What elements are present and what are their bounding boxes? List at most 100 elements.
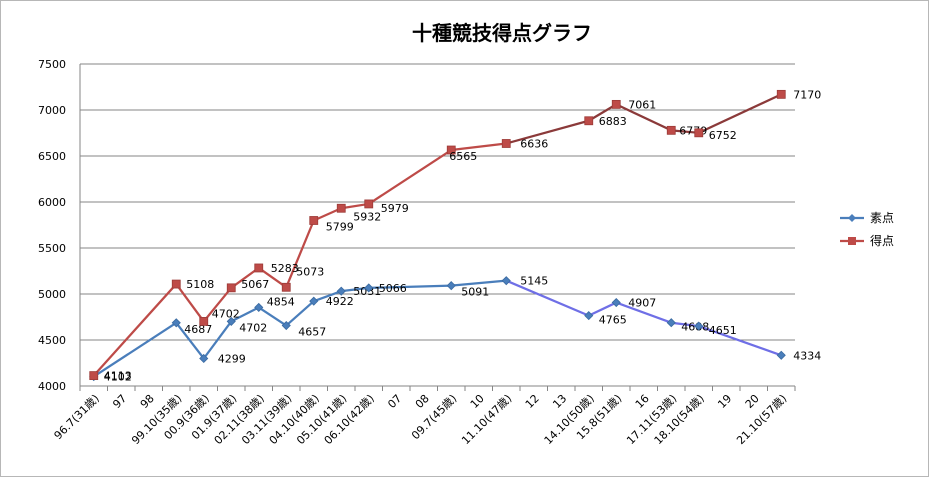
data-label: 4657 — [298, 326, 326, 339]
series-line-tokuten — [340, 202, 370, 210]
x-tick-label: 21.10(57歳) — [734, 392, 789, 447]
data-label: 5031 — [353, 285, 381, 298]
data-point — [171, 279, 181, 289]
data-point — [364, 199, 374, 209]
x-tick-label: 97 — [110, 392, 129, 411]
x-tick-label: 13 — [550, 392, 569, 411]
data-label: 4334 — [793, 349, 821, 362]
data-label: 5066 — [379, 282, 407, 295]
data-label: 4702 — [239, 321, 267, 334]
y-tick-label: 4000 — [38, 380, 66, 393]
x-tick-label: 10 — [468, 392, 487, 411]
data-label: 5091 — [461, 286, 489, 299]
data-label: 4854 — [267, 295, 295, 308]
series-line-soten — [202, 320, 233, 360]
data-point — [309, 216, 319, 225]
data-point — [776, 350, 786, 360]
series-line-tokuten — [367, 148, 453, 206]
series-line-tokuten — [697, 93, 783, 134]
data-label: 6752 — [709, 129, 737, 142]
data-point — [254, 263, 264, 273]
data-point — [226, 316, 236, 326]
data-label: 4688 — [681, 321, 709, 334]
data-label: 4702 — [212, 307, 240, 320]
x-tick-label: 16 — [633, 392, 652, 411]
series-line-soten — [697, 324, 783, 357]
data-label: 4102 — [104, 371, 132, 384]
x-tick-label: 12 — [523, 392, 542, 411]
data-point — [501, 276, 511, 286]
x-tick-label: 08 — [413, 392, 432, 411]
series-line-tokuten — [450, 142, 508, 152]
data-point — [226, 283, 236, 293]
data-label: 4113 — [104, 370, 132, 383]
data-point — [336, 286, 346, 296]
data-label: 5073 — [296, 265, 324, 278]
series-line-soten — [257, 306, 288, 327]
series-line-soten — [175, 321, 205, 360]
series-line-tokuten — [230, 266, 260, 289]
data-point — [309, 296, 319, 306]
data-label: 5799 — [326, 220, 354, 233]
series-line-soten — [285, 300, 315, 327]
data-point — [364, 283, 374, 293]
x-tick-label: 11.10(47歳) — [459, 392, 514, 447]
y-tick-label: 6500 — [38, 150, 66, 163]
series-line-tokuten — [505, 119, 590, 145]
series-line-soten — [587, 301, 618, 317]
legend-marker — [848, 237, 856, 245]
data-point — [666, 318, 676, 328]
data-point — [501, 139, 511, 148]
data-point — [694, 321, 704, 331]
data-label: 4299 — [218, 352, 246, 365]
data-point — [776, 89, 786, 99]
data-point — [281, 282, 291, 292]
y-tick-label: 7500 — [38, 58, 66, 71]
data-label: 5067 — [241, 278, 269, 291]
series-line-tokuten — [285, 219, 315, 289]
y-tick-label: 5000 — [38, 288, 66, 301]
series-line-soten — [340, 286, 370, 293]
data-label: 6636 — [520, 137, 548, 150]
data-point — [584, 116, 594, 126]
data-label: 7061 — [628, 98, 656, 111]
data-point — [611, 297, 621, 308]
series-line-soten — [230, 306, 260, 323]
series-line-tokuten — [257, 266, 288, 289]
series-line-tokuten — [615, 103, 673, 132]
x-tick-label: 07 — [385, 392, 404, 411]
legend-marker — [848, 214, 856, 222]
data-label: 4765 — [599, 314, 627, 327]
series-line-soten — [92, 321, 178, 378]
y-tick-label: 5500 — [38, 242, 66, 255]
series-line-tokuten — [312, 207, 343, 222]
data-label: 5145 — [520, 275, 548, 288]
data-point — [171, 318, 181, 328]
data-label: 5283 — [271, 262, 299, 275]
data-point — [446, 145, 456, 155]
series-line-tokuten — [587, 103, 618, 122]
data-point — [281, 320, 291, 331]
x-tick-label: 19 — [715, 392, 734, 411]
data-label: 4922 — [326, 295, 354, 308]
data-point — [611, 99, 621, 109]
data-label: 4687 — [184, 323, 212, 336]
data-point — [694, 128, 704, 138]
data-label: 5108 — [186, 278, 214, 291]
legend-label: 得点 — [870, 233, 894, 248]
data-label: 7170 — [793, 88, 821, 101]
chart-title: 十種競技得点グラフ — [412, 21, 592, 45]
data-point — [584, 311, 594, 321]
series-line-tokuten — [92, 282, 178, 377]
y-tick-label: 7000 — [38, 104, 66, 117]
series-line-soten — [312, 290, 343, 303]
data-label: 6883 — [599, 115, 627, 128]
data-point — [199, 353, 209, 364]
legend-label: 素点 — [870, 211, 894, 225]
data-point — [446, 281, 456, 291]
y-tick-label: 6000 — [38, 196, 66, 209]
y-tick-label: 4500 — [38, 334, 66, 347]
data-point — [666, 125, 676, 135]
series-line-soten — [450, 279, 508, 287]
